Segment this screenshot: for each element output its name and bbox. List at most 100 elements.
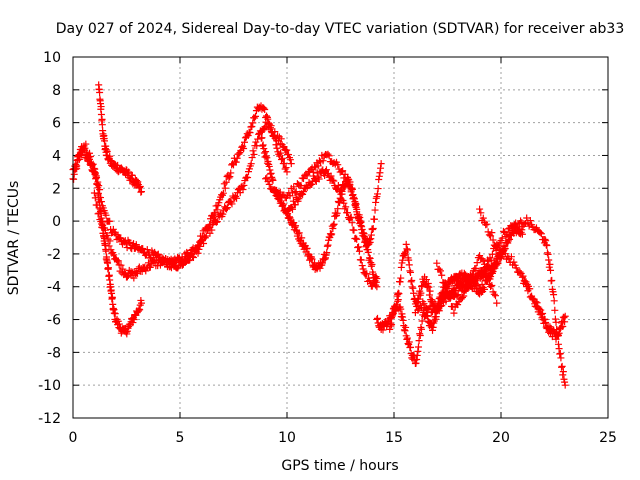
data-point	[103, 147, 111, 155]
data-point	[319, 157, 327, 165]
data-point	[426, 287, 434, 295]
data-point	[345, 176, 353, 184]
data-point	[401, 327, 409, 335]
data-point	[416, 331, 424, 339]
data-point	[340, 199, 348, 207]
data-point	[407, 278, 415, 286]
data-point	[474, 276, 482, 284]
data-point	[481, 264, 489, 272]
data-point	[499, 227, 507, 235]
data-point	[548, 276, 556, 284]
data-point	[498, 234, 506, 242]
data-point	[490, 290, 498, 298]
data-point	[480, 285, 488, 293]
data-point	[154, 250, 162, 258]
data-point	[303, 244, 311, 252]
data-point	[487, 232, 495, 240]
data-point	[295, 229, 303, 237]
data-point	[399, 256, 407, 264]
data-point	[545, 256, 553, 264]
data-point	[291, 189, 299, 197]
data-point	[561, 378, 569, 386]
data-point	[355, 243, 363, 251]
data-point	[94, 178, 102, 186]
data-point	[415, 337, 423, 345]
data-point	[542, 237, 550, 245]
data-point	[292, 188, 300, 196]
data-point	[418, 325, 426, 333]
series-track-d	[90, 115, 291, 282]
data-point	[395, 290, 403, 298]
data-point	[266, 124, 274, 132]
data-point	[368, 282, 376, 290]
data-point	[536, 229, 544, 237]
data-point	[208, 226, 216, 234]
y-tick-label: -2	[47, 247, 61, 263]
data-point	[550, 297, 558, 305]
data-point	[107, 157, 115, 165]
data-point	[285, 151, 293, 159]
data-point	[498, 250, 506, 258]
data-point	[555, 329, 563, 337]
data-point	[330, 177, 338, 185]
data-point	[414, 306, 422, 314]
data-point	[279, 200, 287, 208]
data-point	[254, 135, 262, 143]
data-point	[73, 162, 81, 170]
data-point	[559, 371, 567, 379]
data-point	[397, 263, 405, 271]
data-point	[91, 194, 99, 202]
data-point	[560, 314, 568, 322]
data-point	[213, 218, 221, 226]
data-point	[290, 183, 298, 191]
data-point	[518, 230, 526, 238]
data-point	[329, 224, 337, 232]
data-point	[333, 209, 341, 217]
data-point	[97, 111, 105, 119]
data-point	[561, 312, 569, 320]
data-point	[264, 115, 272, 123]
data-point	[424, 312, 432, 320]
y-tick-label: -6	[47, 313, 61, 329]
data-point	[399, 316, 407, 324]
data-point	[561, 381, 569, 389]
data-point	[235, 150, 243, 158]
data-point	[261, 105, 269, 113]
data-point	[263, 154, 271, 162]
data-point	[552, 335, 560, 343]
data-point	[375, 172, 383, 180]
data-point	[106, 276, 114, 284]
data-point	[546, 323, 554, 331]
data-point	[96, 186, 104, 194]
data-point	[367, 235, 375, 243]
data-point	[558, 363, 566, 371]
data-point	[244, 174, 252, 182]
data-point	[220, 180, 228, 188]
y-axis-label: SDTVAR / TECUs	[6, 181, 22, 296]
data-point	[357, 222, 365, 230]
data-point	[260, 104, 268, 112]
data-point	[292, 222, 300, 230]
data-point	[472, 264, 480, 272]
data-point	[429, 326, 437, 334]
data-point	[403, 334, 411, 342]
data-point	[389, 309, 397, 317]
data-point	[355, 215, 363, 223]
data-point	[541, 235, 549, 243]
series-track-g	[283, 166, 381, 290]
data-point	[414, 295, 422, 303]
data-point	[269, 176, 277, 184]
x-tick-label: 5	[176, 430, 185, 446]
data-point	[359, 265, 367, 273]
data-point	[104, 264, 112, 272]
data-point	[394, 297, 402, 305]
data-point	[400, 249, 408, 257]
data-point	[347, 213, 355, 221]
data-point	[466, 277, 474, 285]
data-point	[402, 323, 410, 331]
data-point	[213, 206, 221, 214]
data-point	[336, 186, 344, 194]
x-tick-label: 10	[278, 430, 296, 446]
data-point	[358, 262, 366, 270]
data-point	[483, 220, 491, 228]
